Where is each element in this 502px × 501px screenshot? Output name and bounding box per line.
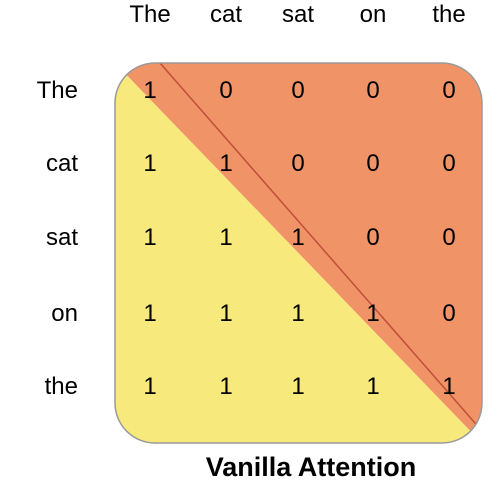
column-label: on	[360, 1, 387, 28]
mask-cell: 1	[143, 300, 156, 327]
row-label: cat	[46, 150, 78, 177]
mask-cell: 1	[143, 373, 156, 400]
mask-cell: 0	[442, 300, 455, 327]
mask-cell: 0	[442, 150, 455, 177]
row-labels: The cat sat on the	[37, 77, 79, 400]
mask-cell: 0	[291, 77, 304, 104]
mask-cell: 1	[219, 224, 232, 251]
column-label: the	[432, 1, 465, 28]
mask-cell: 1	[143, 77, 156, 104]
diagonal-line	[159, 63, 482, 432]
mask-cell: 0	[442, 224, 455, 251]
mask-cell: 1	[219, 373, 232, 400]
grid-border	[114, 62, 483, 444]
mask-cell: 1	[219, 150, 232, 177]
mask-cell: 1	[366, 300, 379, 327]
mask-cell: 0	[291, 150, 304, 177]
mask-cell: 1	[291, 373, 304, 400]
row-label: sat	[46, 224, 78, 251]
mask-cell: 0	[366, 150, 379, 177]
column-label: sat	[282, 1, 314, 28]
mask-cell: 1	[291, 224, 304, 251]
mask-grid	[115, 63, 482, 443]
mask-cell: 0	[219, 77, 232, 104]
mask-cell: 0	[366, 77, 379, 104]
mask-cell: 1	[143, 150, 156, 177]
diagram-caption: Vanilla Attention	[205, 452, 417, 482]
mask-cells: 1 0 0 0 0 1 1 0 0 0 1 1 1 0 0 1 1 1 1 0 1 1 1 1 1	[143, 77, 455, 400]
column-label: The	[129, 1, 170, 28]
mask-cell: 1	[442, 373, 455, 400]
mask-cell: 1	[219, 300, 232, 327]
mask-cell: 0	[442, 77, 455, 104]
row-label: on	[51, 300, 78, 327]
row-label: The	[37, 77, 78, 104]
column-label: cat	[210, 1, 242, 28]
column-labels: The cat sat on the	[129, 1, 465, 28]
mask-cell: 0	[366, 224, 379, 251]
mask-cell: 1	[291, 300, 304, 327]
mask-cell: 1	[366, 373, 379, 400]
row-label: the	[45, 373, 78, 400]
upper-triangle-fill	[115, 63, 482, 443]
mask-cell: 1	[143, 224, 156, 251]
